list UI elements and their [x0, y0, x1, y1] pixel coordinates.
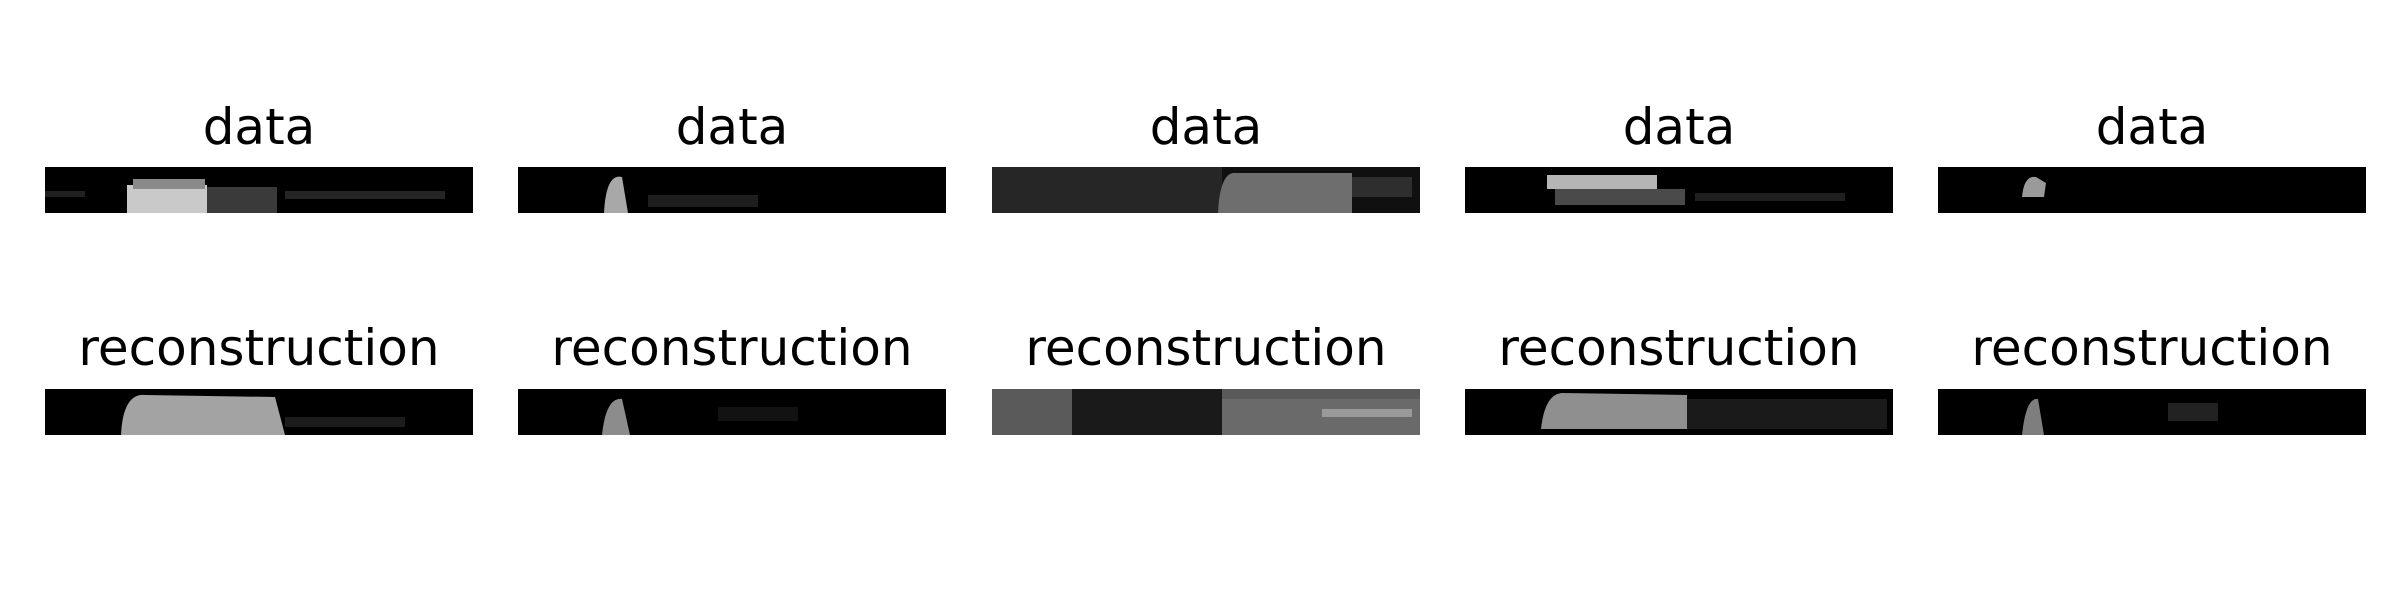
data-image — [45, 167, 473, 213]
data-image — [518, 167, 946, 213]
reconstruction-panel-title: reconstruction — [78, 319, 440, 377]
data-panel-title: data — [1149, 98, 1263, 156]
data-panel-title: data — [202, 98, 316, 156]
data-panel-title: data — [1622, 98, 1736, 156]
reconstruction-panel-title: reconstruction — [1498, 319, 1860, 377]
reconstruction-image — [45, 389, 473, 435]
reconstruction-image — [1465, 389, 1893, 435]
reconstruction-panel-title: reconstruction — [1025, 319, 1387, 377]
data-image — [1938, 167, 2366, 213]
data-image — [1465, 167, 1893, 213]
reconstruction-image — [992, 389, 1420, 435]
data-panel-title: data — [675, 98, 789, 156]
reconstruction-panel-title: reconstruction — [551, 319, 913, 377]
data-panel-title: data — [2095, 98, 2209, 156]
reconstruction-panel-title: reconstruction — [1971, 319, 2333, 377]
data-image — [992, 167, 1420, 213]
reconstruction-image — [518, 389, 946, 435]
reconstruction-image — [1938, 389, 2366, 435]
